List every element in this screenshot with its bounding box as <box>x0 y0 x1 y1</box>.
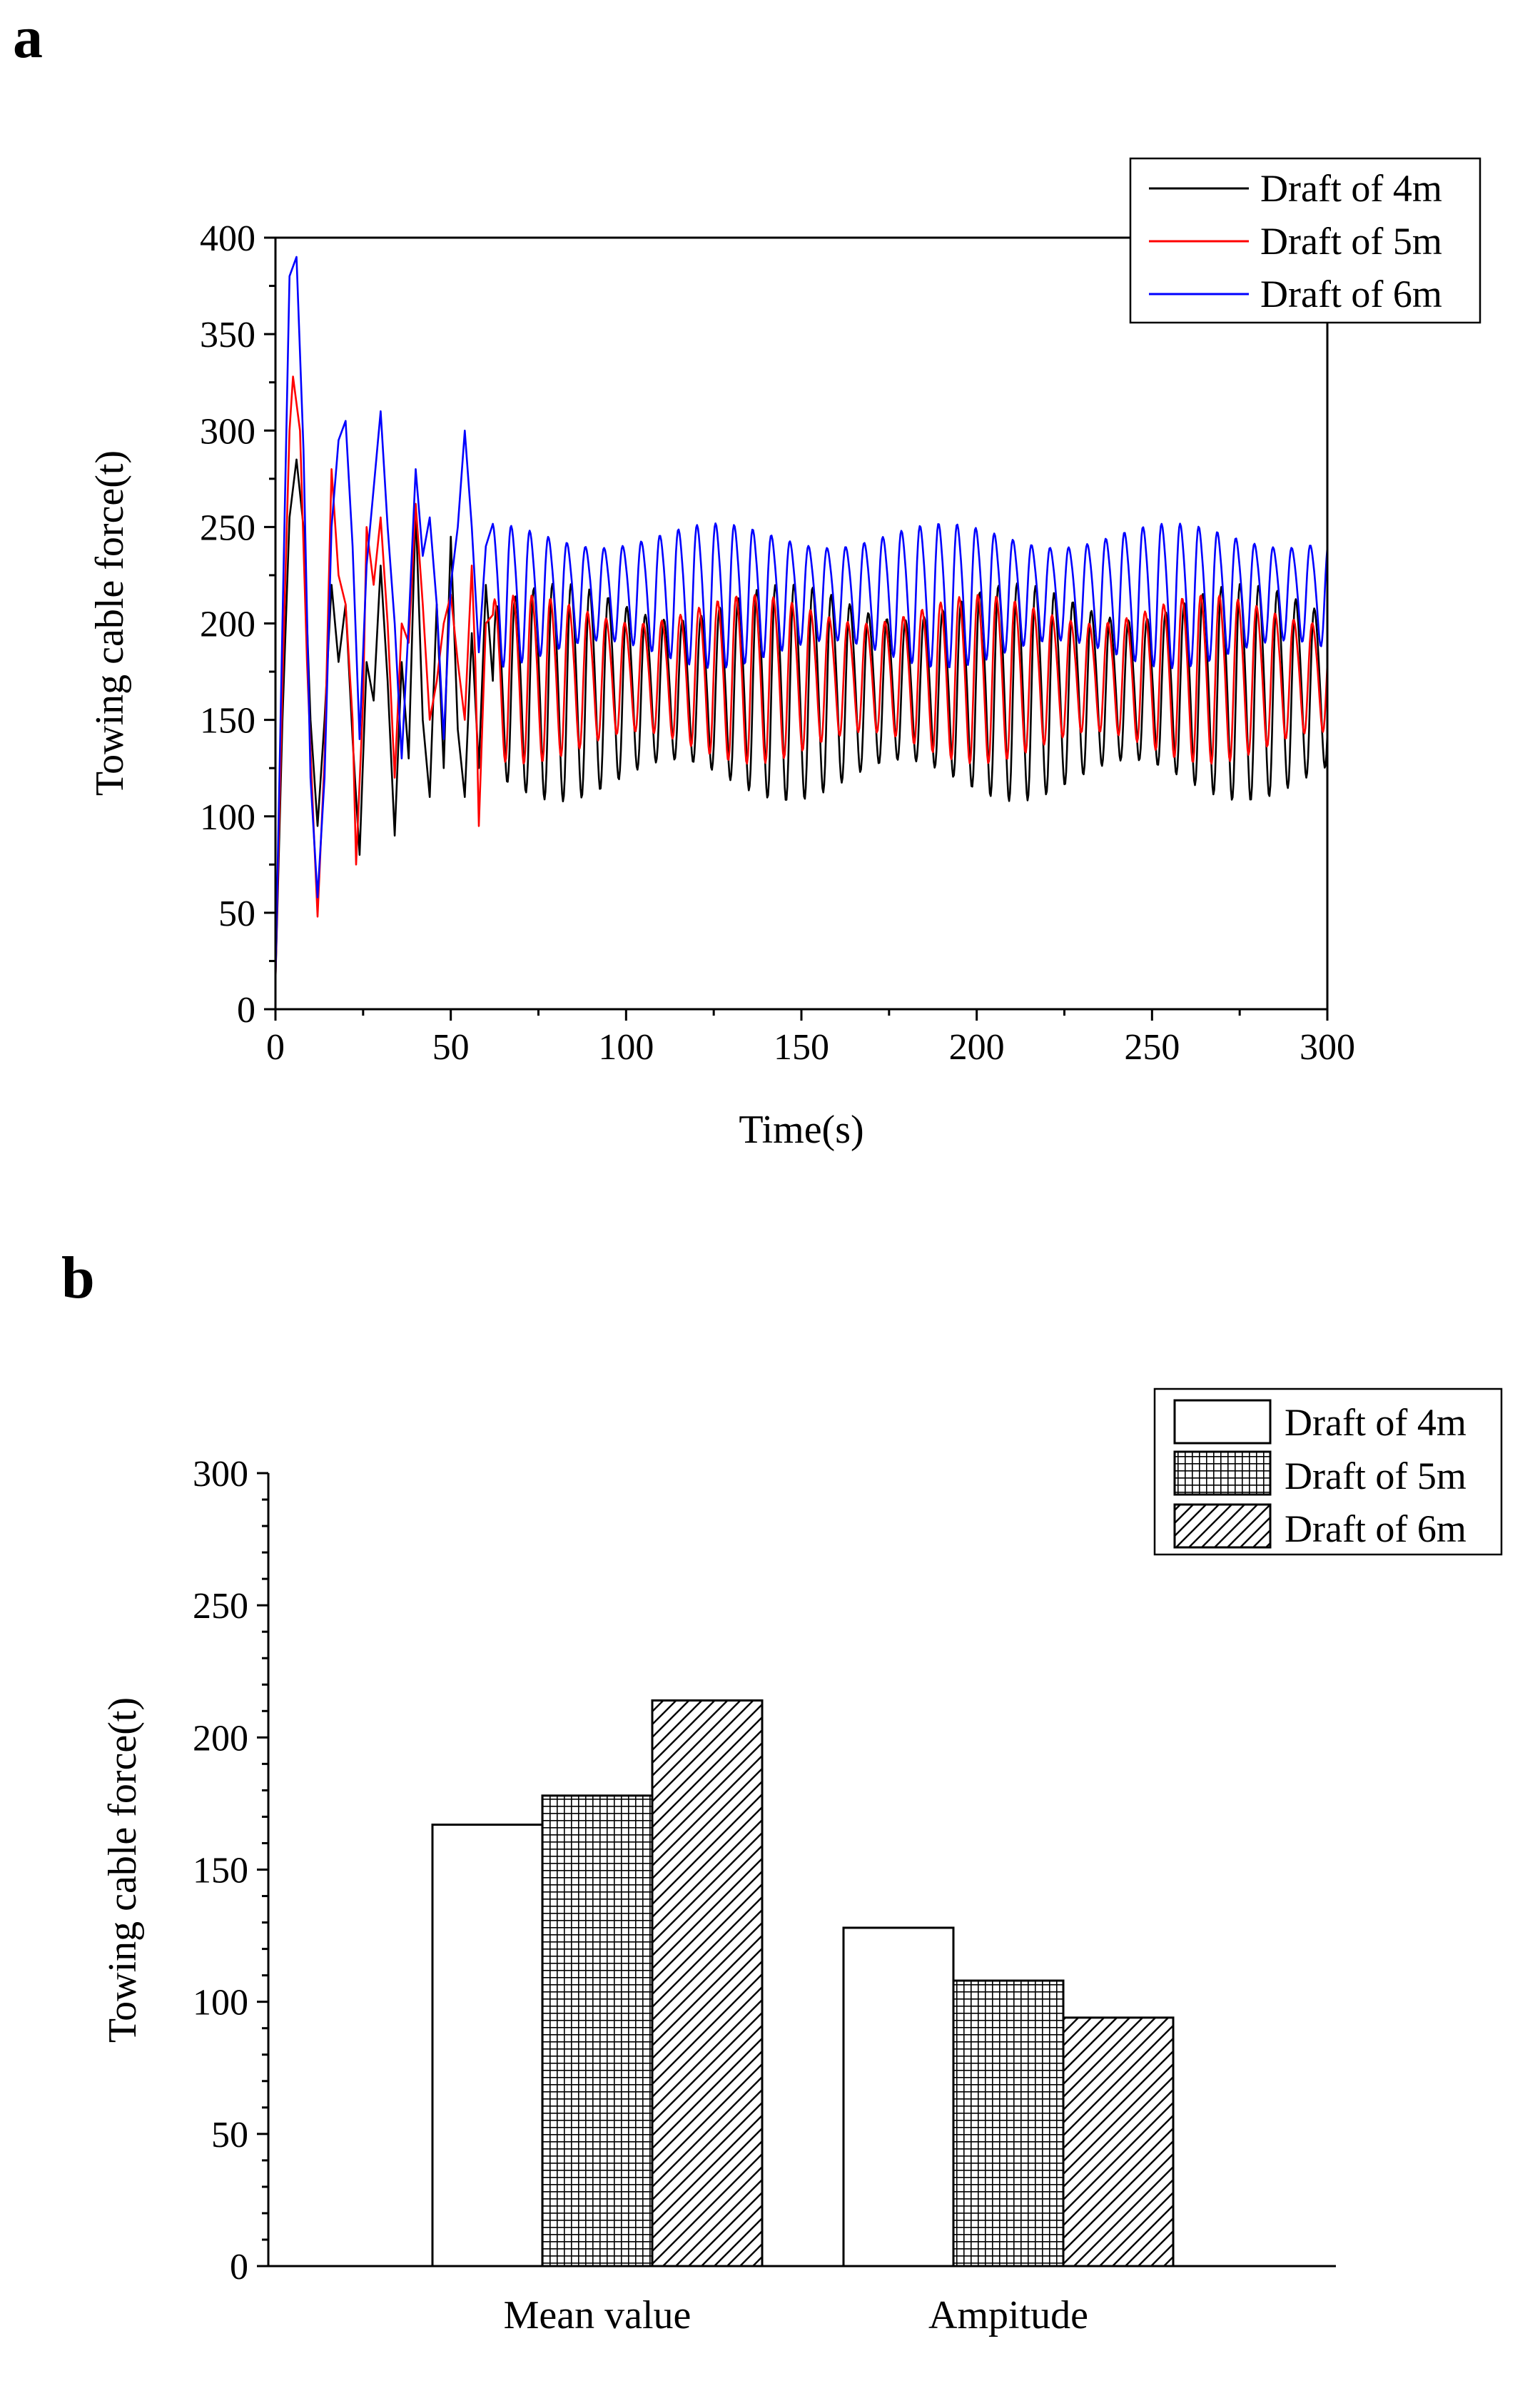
category-label: Ampitude <box>928 2293 1088 2337</box>
panel-b-legend-swatch-5m <box>1173 1450 1272 1496</box>
y-tick-label: 400 <box>200 218 255 259</box>
panel-b-category-labels: Mean value Ampitude <box>504 2293 1088 2337</box>
panel-a-x-ticks: 0 50 100 150 200 250 300 <box>266 1009 1355 1068</box>
y-tick-label: 200 <box>200 605 255 645</box>
bar-ampitude-draft-of-4m <box>842 1926 955 2268</box>
panel-a-lines <box>274 256 1329 981</box>
bar-mean-value-draft-of-4m <box>431 1824 544 2268</box>
x-tick-label: 250 <box>1124 1027 1180 1068</box>
y-tick-label: 150 <box>200 701 255 742</box>
category-label: Mean value <box>504 2293 692 2337</box>
panel-a-label: a <box>13 4 43 71</box>
bar-mean-value-draft-of-6m <box>651 1699 764 2268</box>
bar-ampitude-draft-of-5m <box>952 1979 1065 2268</box>
y-tick-label: 150 <box>193 1851 248 1891</box>
y-tick-label: 300 <box>193 1454 248 1495</box>
y-tick-label: 200 <box>193 1718 248 1759</box>
y-tick-label: 50 <box>211 2115 248 2155</box>
series-line-draft-of-6m <box>274 256 1329 981</box>
x-tick-label: 50 <box>432 1027 470 1068</box>
panel-b-legend-label-4m: Draft of 4m <box>1285 1401 1466 1444</box>
y-tick-label: 100 <box>193 1983 248 2023</box>
panel-a-legend-label-5m: Draft of 5m <box>1260 220 1442 263</box>
panel-b-bars <box>431 1699 1175 2268</box>
panel-a-x-axis-title: Time(s) <box>739 1108 863 1152</box>
panel-b-legend: Draft of 4m Draft of 5m Draft of 6m <box>1153 1387 1503 1556</box>
y-tick-label: 250 <box>193 1586 248 1627</box>
y-tick-label: 50 <box>218 894 255 934</box>
y-tick-label: 300 <box>200 411 255 452</box>
bar-mean-value-draft-of-5m <box>541 1794 654 2268</box>
y-tick-label: 0 <box>230 2247 248 2288</box>
y-tick-label: 0 <box>237 990 255 1031</box>
panel-b-legend-swatch-4m <box>1173 1399 1272 1445</box>
series-line-draft-of-5m <box>274 375 1329 981</box>
panel-a-legend: Draft of 4m Draft of 5m Draft of 6m <box>1129 157 1481 324</box>
panel-b-label: b <box>61 1245 95 1311</box>
x-tick-label: 0 <box>266 1027 285 1068</box>
panel-a-legend-label-4m: Draft of 4m <box>1260 167 1442 210</box>
x-tick-label: 200 <box>949 1027 1005 1068</box>
panel-b-y-ticks: 0 50 100 150 200 250 300 <box>193 1454 268 2288</box>
series-line-draft-of-4m <box>274 458 1329 981</box>
panel-b-legend-label-5m: Draft of 5m <box>1285 1455 1466 1497</box>
y-tick-label: 350 <box>200 315 255 355</box>
panel-a-legend-label-6m: Draft of 6m <box>1260 273 1442 315</box>
x-tick-label: 150 <box>774 1027 829 1068</box>
panel-a: a 0 50 100 150 200 250 300 0 50 100 150 200 250 300 3… <box>13 4 1481 1152</box>
panel-b-legend-swatch-6m <box>1173 1503 1272 1549</box>
x-tick-label: 100 <box>598 1027 654 1068</box>
bar-ampitude-draft-of-6m <box>1062 2016 1175 2268</box>
panel-a-y-ticks: 0 50 100 150 200 250 300 350 400 <box>200 218 275 1031</box>
panel-a-y-axis-title: Towing cable force(t) <box>88 450 132 796</box>
y-tick-label: 100 <box>200 797 255 838</box>
panel-b-legend-label-6m: Draft of 6m <box>1285 1507 1466 1550</box>
y-tick-label: 250 <box>200 507 255 548</box>
x-tick-label: 300 <box>1300 1027 1355 1068</box>
panel-b-y-axis-title: Towing cable force(t) <box>101 1697 145 2043</box>
